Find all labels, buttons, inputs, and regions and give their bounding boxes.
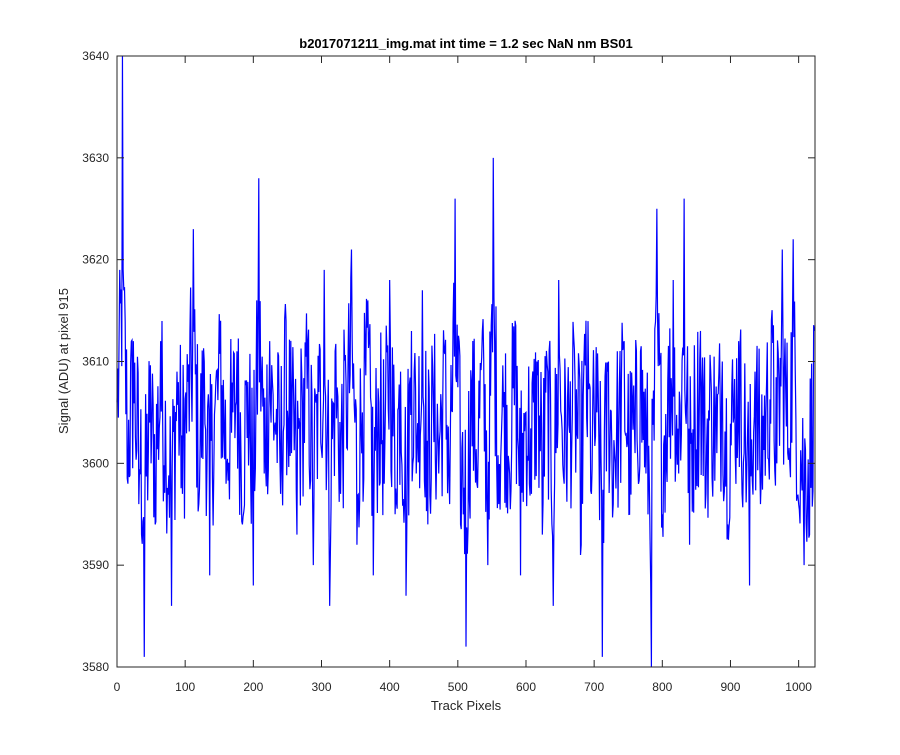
chart-title: b2017071211_img.mat int time = 1.2 sec N… (299, 36, 632, 51)
y-tick-label: 3620 (82, 253, 109, 267)
y-axis-label: Signal (ADU) at pixel 915 (56, 288, 71, 434)
y-tick-label: 3640 (82, 49, 109, 63)
x-tick-label: 100 (175, 680, 195, 694)
series-line-0 (116, 55, 815, 668)
x-axis: 0 100 200 300 400 500 600 700 800 900 1000 (114, 56, 812, 694)
x-tick-label: 300 (311, 680, 331, 694)
y-tick-label: 3590 (82, 558, 109, 572)
y-tick-label: 3630 (82, 151, 109, 165)
x-tick-label: 900 (720, 680, 740, 694)
y-tick-label: 3580 (82, 660, 109, 674)
y-tick-label: 3600 (82, 456, 109, 470)
x-tick-label: 600 (516, 680, 536, 694)
y-tick-label: 3610 (82, 355, 109, 369)
x-axis-label: Track Pixels (431, 698, 502, 713)
series-layer (116, 55, 815, 668)
x-tick-label: 200 (243, 680, 263, 694)
x-tick-label: 0 (114, 680, 121, 694)
x-tick-label: 800 (652, 680, 672, 694)
y-axis: 3580 3590 3600 3610 3620 3630 3640 (82, 49, 815, 674)
x-tick-label: 400 (380, 680, 400, 694)
x-tick-label: 700 (584, 680, 604, 694)
x-tick-label: 1000 (785, 680, 812, 694)
x-tick-label: 500 (448, 680, 468, 694)
